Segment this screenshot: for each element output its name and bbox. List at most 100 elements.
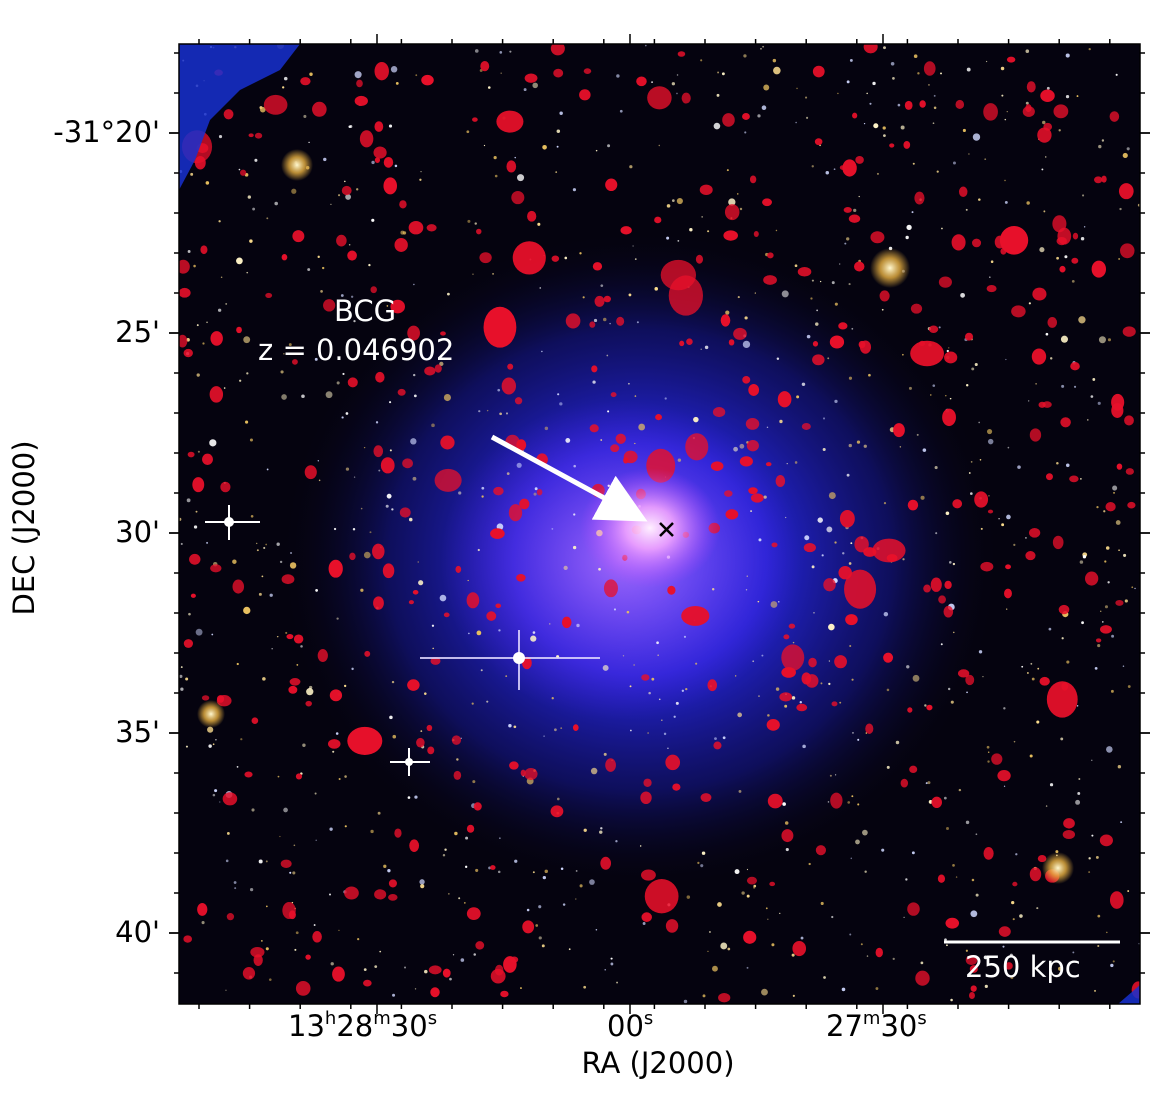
star [609,322,611,325]
radio-source [843,206,852,213]
star [1117,765,1122,769]
star [592,380,596,384]
radio-source [200,245,208,255]
radio-source [520,769,526,777]
star [1025,537,1027,539]
star [534,487,538,491]
star [844,242,847,245]
star [949,561,952,564]
star [634,258,637,261]
radio-source [1111,393,1125,411]
star [1009,953,1013,957]
star [602,665,609,671]
radio-source [1109,111,1120,122]
star [317,460,319,462]
star [952,562,956,566]
star [965,949,968,952]
star [1105,546,1110,550]
radio-source [591,365,598,373]
star [542,144,547,150]
star [517,174,525,182]
star [573,464,576,468]
star [363,968,367,972]
radio-source [845,614,858,626]
star [846,237,850,241]
star [1126,147,1130,151]
star [1025,49,1030,53]
star [677,239,680,242]
radio-source [775,474,786,488]
star [600,439,603,441]
star [590,767,598,775]
star [314,792,317,795]
radio-source [839,509,855,528]
star [676,92,678,95]
star [683,635,687,638]
star [1003,707,1006,710]
bright-star [205,505,260,540]
star [535,924,539,927]
star [823,976,826,979]
radio-source [1031,348,1047,365]
star [847,801,851,804]
star [806,116,809,119]
star [975,833,978,836]
star [308,141,310,144]
star [913,54,918,58]
star [309,72,313,76]
star [944,938,947,942]
radio-source [509,761,519,770]
radio-source [1118,183,1134,200]
star [481,486,485,490]
radio-source [551,255,560,262]
star [701,851,706,855]
radio-source [952,499,963,509]
star [345,467,350,471]
radio-source [473,802,482,811]
star [467,219,471,223]
star [579,252,582,255]
star [758,538,762,542]
star [825,170,830,175]
star [911,211,914,214]
star [1078,778,1081,781]
radio-source [440,331,446,336]
star [551,697,554,700]
star [179,674,183,678]
star [1097,944,1100,948]
star [202,342,205,345]
radio-source [347,726,383,755]
star [600,284,604,288]
radio-source [354,95,368,106]
star [266,217,269,220]
radio-source [565,313,581,329]
star [419,178,422,181]
star [497,388,501,392]
radio-source [1029,867,1042,882]
star [218,220,221,223]
star [190,172,194,176]
star [1101,139,1105,142]
star [239,379,242,382]
star [1095,855,1099,859]
star [351,667,354,671]
star [269,593,273,597]
radio-source [430,657,441,665]
star [813,612,815,614]
star [1058,129,1061,132]
star [321,266,325,270]
star [970,910,978,918]
star [505,675,508,678]
star [1006,110,1008,113]
radio-source [909,765,918,774]
radio-source [605,758,616,772]
radio-source [812,341,819,347]
radio-source [1012,881,1018,887]
radio-source [725,509,739,520]
radio-source [388,894,398,901]
bcg-core [580,468,720,588]
star [1104,560,1107,563]
radio-source [589,424,599,433]
radio-source [686,338,693,345]
star [414,795,418,799]
